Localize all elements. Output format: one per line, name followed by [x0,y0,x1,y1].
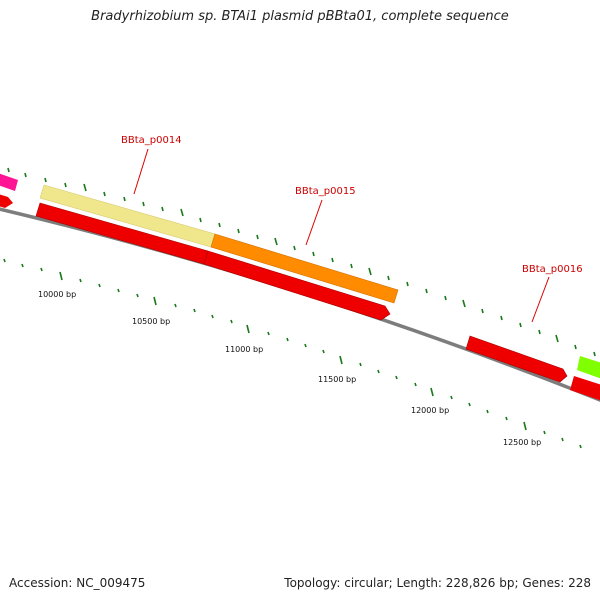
gene-reverse-2[interactable] [203,250,391,321]
ruler-label: 10000 bp [38,290,76,299]
leader-line-p0016 [531,276,550,323]
accession-text: Accession: NC_009475 [9,576,146,590]
ruler-label: 11500 bp [318,375,356,384]
ruler-label: 12000 bp [411,406,449,415]
ruler-label: 10500 bp [132,317,170,326]
map-title: Bradyrhizobium sp. BTAi1 plasmid pBBta01… [91,9,509,24]
gene-label-p0015: BBta_p0015 [295,186,356,197]
plasmid-backbone [0,207,600,402]
gene-label-p0014: BBta_p0014 [121,135,182,146]
summary-text: Topology: circular; Length: 228,826 bp; … [284,576,591,590]
gene-bbta-p0015[interactable] [210,233,399,304]
leader-line-p0015 [305,199,323,246]
partial-gene-magenta[interactable] [0,172,18,191]
partial-gene-red-left[interactable] [0,193,13,208]
partial-gene-red-right[interactable] [570,376,600,402]
ruler-label: 12500 bp [503,438,541,447]
inner-tick-marks [3,258,582,449]
leader-line-p0014 [133,148,149,195]
gene-bbta-p0016[interactable] [465,335,568,383]
ruler-label: 11000 bp [225,345,263,354]
gene-label-p0016: BBta_p0016 [522,264,583,275]
partial-gene-green[interactable] [577,356,600,380]
outer-tick-marks [7,167,596,357]
